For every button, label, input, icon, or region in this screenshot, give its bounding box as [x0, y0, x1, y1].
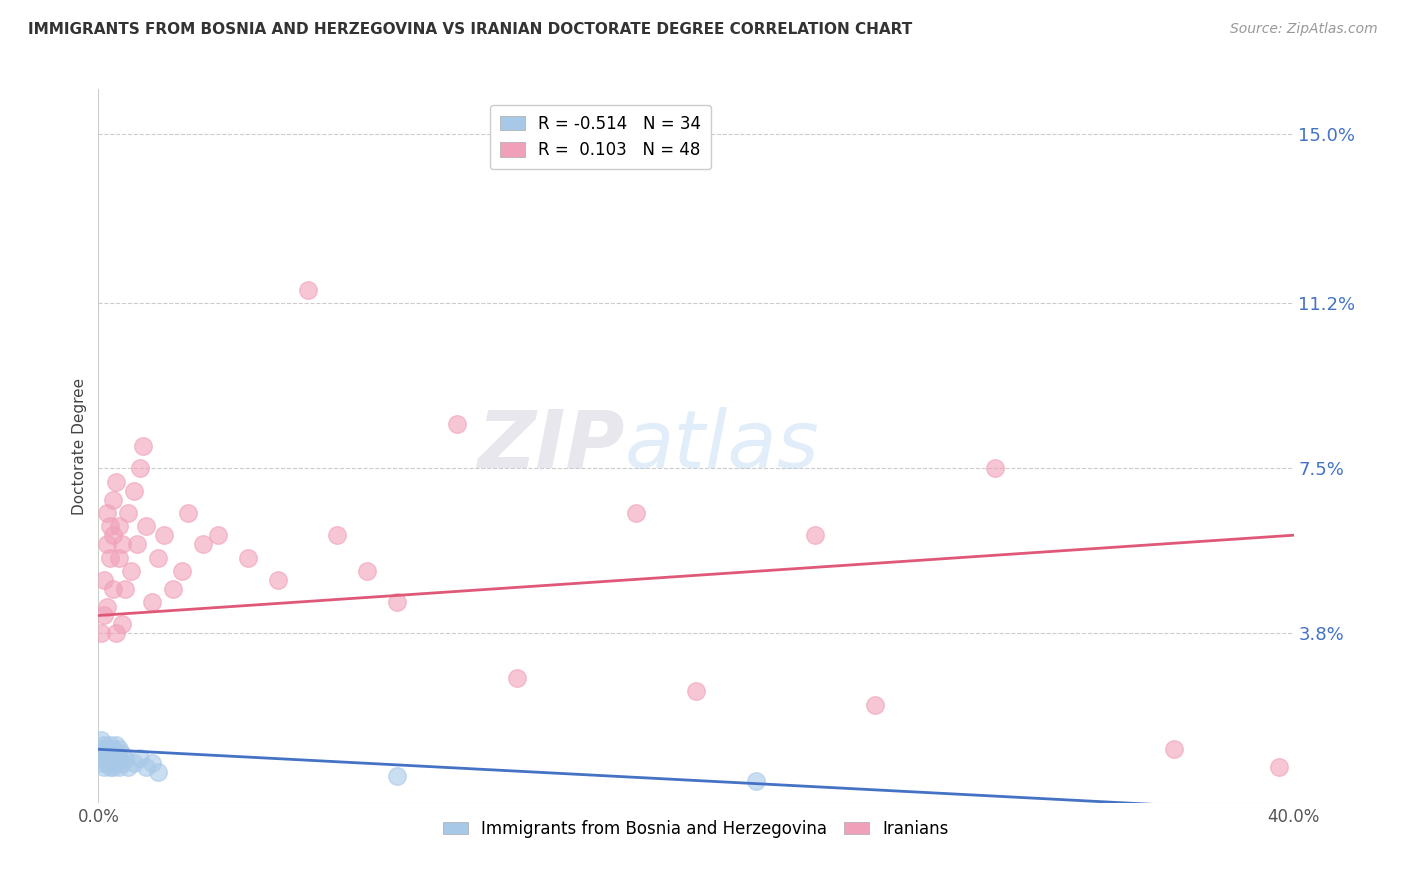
Point: [1163, 742, 1185, 756]
Point: [385, 595, 409, 609]
Point: [129, 751, 152, 765]
Point: [1267, 760, 1289, 774]
Point: [105, 747, 128, 761]
Point: [105, 738, 128, 752]
Point: [96, 537, 118, 551]
Point: [96, 599, 118, 614]
Point: [153, 528, 176, 542]
Point: [984, 461, 1007, 475]
Point: [108, 751, 131, 765]
Point: [93, 573, 115, 587]
Point: [98, 756, 122, 770]
Point: [326, 528, 349, 542]
Point: [111, 617, 134, 632]
Point: [177, 506, 200, 520]
Point: [207, 528, 229, 542]
Point: [356, 564, 378, 578]
Point: [103, 760, 125, 774]
Point: [117, 506, 139, 520]
Point: [111, 537, 134, 551]
Text: atlas: atlas: [624, 407, 820, 485]
Point: [108, 550, 131, 565]
Point: [111, 747, 134, 761]
Point: [96, 751, 118, 765]
Point: [685, 684, 707, 698]
Text: IMMIGRANTS FROM BOSNIA AND HERZEGOVINA VS IRANIAN DOCTORATE DEGREE CORRELATION C: IMMIGRANTS FROM BOSNIA AND HERZEGOVINA V…: [28, 22, 912, 37]
Point: [90, 626, 112, 640]
Point: [98, 760, 122, 774]
Point: [105, 626, 128, 640]
Point: [108, 760, 131, 774]
Point: [148, 550, 170, 565]
Point: [114, 751, 136, 765]
Point: [162, 582, 184, 596]
Point: [108, 519, 131, 533]
Point: [135, 760, 157, 774]
Point: [103, 742, 125, 756]
Point: [98, 519, 122, 533]
Text: Source: ZipAtlas.com: Source: ZipAtlas.com: [1230, 22, 1378, 37]
Point: [129, 461, 152, 475]
Point: [865, 698, 887, 712]
Text: ZIP: ZIP: [477, 407, 624, 485]
Point: [93, 608, 115, 623]
Point: [132, 439, 155, 453]
Point: [804, 528, 827, 542]
Point: [745, 773, 768, 788]
Point: [117, 760, 139, 774]
Point: [124, 483, 146, 498]
Point: [103, 751, 125, 765]
Point: [127, 537, 149, 551]
Point: [297, 283, 319, 297]
Point: [267, 573, 290, 587]
Point: [98, 550, 122, 565]
Point: [141, 756, 163, 770]
Point: [111, 756, 134, 770]
Point: [93, 760, 115, 774]
Point: [90, 756, 112, 770]
Point: [148, 764, 170, 779]
Point: [93, 751, 115, 765]
Point: [98, 747, 122, 761]
Point: [93, 738, 115, 752]
Point: [98, 738, 122, 752]
Point: [96, 506, 118, 520]
Point: [191, 537, 214, 551]
Point: [96, 742, 118, 756]
Point: [385, 769, 409, 783]
Point: [93, 747, 115, 761]
Point: [108, 742, 131, 756]
Point: [236, 550, 259, 565]
Point: [90, 742, 112, 756]
Point: [135, 519, 157, 533]
Point: [506, 671, 529, 685]
Point: [626, 506, 648, 520]
Point: [90, 733, 112, 747]
Point: [103, 492, 125, 507]
Point: [446, 417, 468, 431]
Point: [103, 528, 125, 542]
Point: [141, 595, 163, 609]
Point: [172, 564, 194, 578]
Y-axis label: Doctorate Degree: Doctorate Degree: [72, 377, 87, 515]
Point: [105, 756, 128, 770]
Point: [105, 475, 128, 489]
Point: [103, 582, 125, 596]
Point: [114, 582, 136, 596]
Point: [96, 756, 118, 770]
Legend: Immigrants from Bosnia and Herzegovina, Iranians: Immigrants from Bosnia and Herzegovina, …: [436, 814, 956, 845]
Point: [124, 756, 146, 770]
Point: [120, 564, 142, 578]
